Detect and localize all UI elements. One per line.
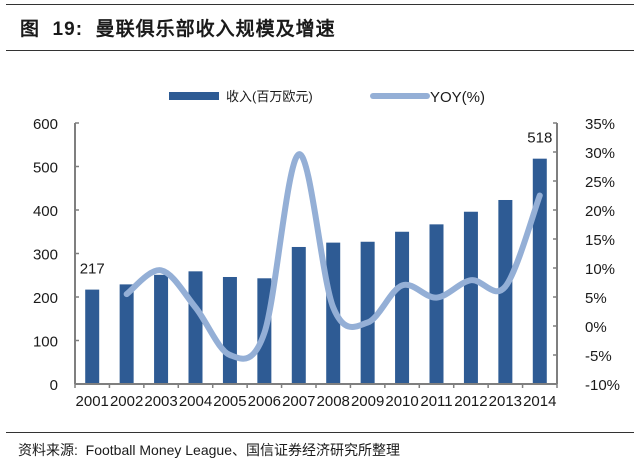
left-tick-label: 400 (33, 203, 58, 220)
x-tick-label: 2009 (351, 393, 384, 410)
x-tick-label: 2002 (110, 393, 143, 410)
x-tick-label: 2004 (179, 393, 212, 410)
x-tick-label: 2005 (213, 393, 246, 410)
right-tick-label: 20% (585, 203, 615, 220)
footer-rule (6, 432, 634, 433)
revenue-bar (532, 158, 547, 384)
x-tick-label: 2001 (76, 393, 109, 410)
data-labels: 217 518 (80, 130, 553, 278)
yoy-line-path (123, 151, 543, 362)
right-tick-label: 0% (585, 319, 607, 336)
right-tick-label: 5% (585, 290, 607, 307)
chart-legend: 收入(百万欧元) YOY(%) (169, 89, 485, 106)
right-tick-label: 15% (585, 232, 615, 249)
revenue-bars (85, 158, 547, 384)
right-tick-label: -10% (585, 377, 620, 394)
x-tick-label: 2014 (523, 393, 556, 410)
left-tick-label: 0 (50, 377, 58, 394)
left-tick-label: 600 (33, 116, 58, 133)
revenue-bar (360, 241, 375, 384)
left-axis: 0 100 200 300 400 500 600 (33, 116, 79, 394)
revenue-bar (154, 274, 169, 384)
right-tick-label: 25% (585, 174, 615, 191)
source-note: 资料来源: Football Money League、国信证券经济研究所整理 (18, 442, 400, 458)
legend-line-label: YOY(%) (430, 89, 485, 106)
x-tick-label: 2013 (489, 393, 522, 410)
left-tick-label: 100 (33, 334, 58, 351)
x-tick-label: 2008 (317, 393, 350, 410)
right-axis: -10% -5% 0% 5% 10% 15% 20% 25% 30% 35% (553, 116, 620, 394)
x-tick-label: 2007 (282, 393, 315, 410)
right-tick-label: 35% (585, 116, 615, 133)
x-tick-label: 2010 (385, 393, 418, 410)
x-axis: 2001 2002 2003 2004 2005 2006 2007 2008 2009 2010… (74, 383, 558, 410)
x-tick-label: 2006 (248, 393, 281, 410)
revenue-bar (429, 224, 444, 384)
bar-value-label: 518 (527, 130, 552, 147)
left-tick-label: 300 (33, 247, 58, 264)
legend-bar-swatch (169, 92, 219, 100)
revenue-bar (395, 231, 410, 384)
figure-title: 图 19: 曼联俱乐部收入规模及增速 (20, 19, 336, 40)
bar-value-label: 217 (80, 261, 105, 278)
revenue-bar (498, 199, 513, 384)
yoy-line (123, 151, 543, 362)
left-tick-label: 200 (33, 290, 58, 307)
revenue-bar (188, 271, 203, 384)
x-tick-label: 2003 (144, 393, 177, 410)
legend-bar-label: 收入(百万欧元) (226, 89, 313, 104)
right-tick-label: 10% (585, 261, 615, 278)
top-rule (6, 4, 634, 5)
title-rule (6, 50, 634, 51)
revenue-bar (85, 289, 100, 384)
revenue-bar (222, 276, 237, 384)
left-tick-label: 500 (33, 160, 58, 177)
revenue-bar (291, 246, 306, 384)
x-tick-label: 2011 (420, 393, 452, 410)
revenue-bar (463, 211, 478, 384)
right-tick-label: 30% (585, 145, 615, 162)
right-tick-label: -5% (585, 348, 612, 365)
x-tick-label: 2012 (454, 393, 487, 410)
revenue-bar (119, 284, 134, 384)
